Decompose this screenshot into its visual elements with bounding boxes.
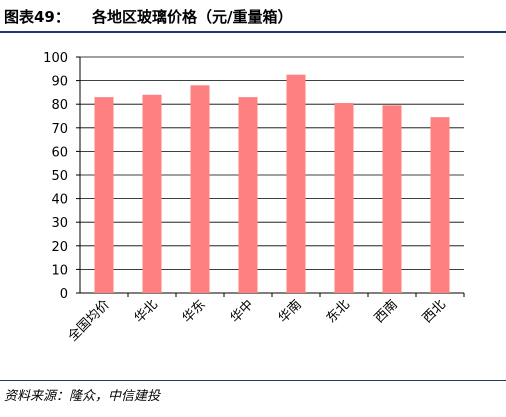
bar <box>238 97 258 294</box>
figure-number: 图表49： <box>4 8 70 26</box>
x-category-label: 全国均价 <box>65 297 113 345</box>
y-tick-label: 60 <box>51 145 68 160</box>
y-tick-label: 70 <box>51 122 68 137</box>
y-tick-label: 0 <box>60 287 68 302</box>
x-category-label: 华中 <box>228 297 257 326</box>
bar <box>382 105 402 293</box>
x-category-label: 西南 <box>371 297 401 327</box>
x-category-label: 华南 <box>275 297 305 327</box>
y-tick-label: 100 <box>43 51 68 66</box>
y-tick-label: 50 <box>51 169 68 184</box>
x-category-label: 华北 <box>132 297 161 326</box>
bar <box>94 97 114 294</box>
footer-rule <box>0 380 506 381</box>
x-category-label: 西北 <box>420 297 449 326</box>
x-category-label: 东北 <box>324 297 353 326</box>
figure-title: 各地区玻璃价格（元/重量箱） <box>92 8 293 26</box>
bar-chart: 0 10 20 30 40 50 60 70 80 90 100 全国均价 华北 华东 华中 华南 东北 西南 西北 <box>43 51 465 345</box>
header-rule <box>0 31 506 33</box>
bar <box>430 117 450 294</box>
y-tick-label: 80 <box>51 98 68 113</box>
bar <box>334 103 354 294</box>
y-tick-label: 30 <box>51 216 68 231</box>
source-note: 资料来源：隆众，中信建投 <box>4 389 161 404</box>
y-tick-label: 10 <box>51 263 68 278</box>
bar <box>286 74 306 293</box>
y-tick-label: 20 <box>51 240 68 255</box>
y-tick-label: 90 <box>51 75 68 90</box>
bar <box>190 85 210 293</box>
bar <box>142 94 162 293</box>
y-tick-label: 40 <box>51 193 68 208</box>
figure-header: 图表49： 各地区玻璃价格（元/重量箱） <box>0 0 506 32</box>
x-category-label: 华东 <box>180 297 209 326</box>
